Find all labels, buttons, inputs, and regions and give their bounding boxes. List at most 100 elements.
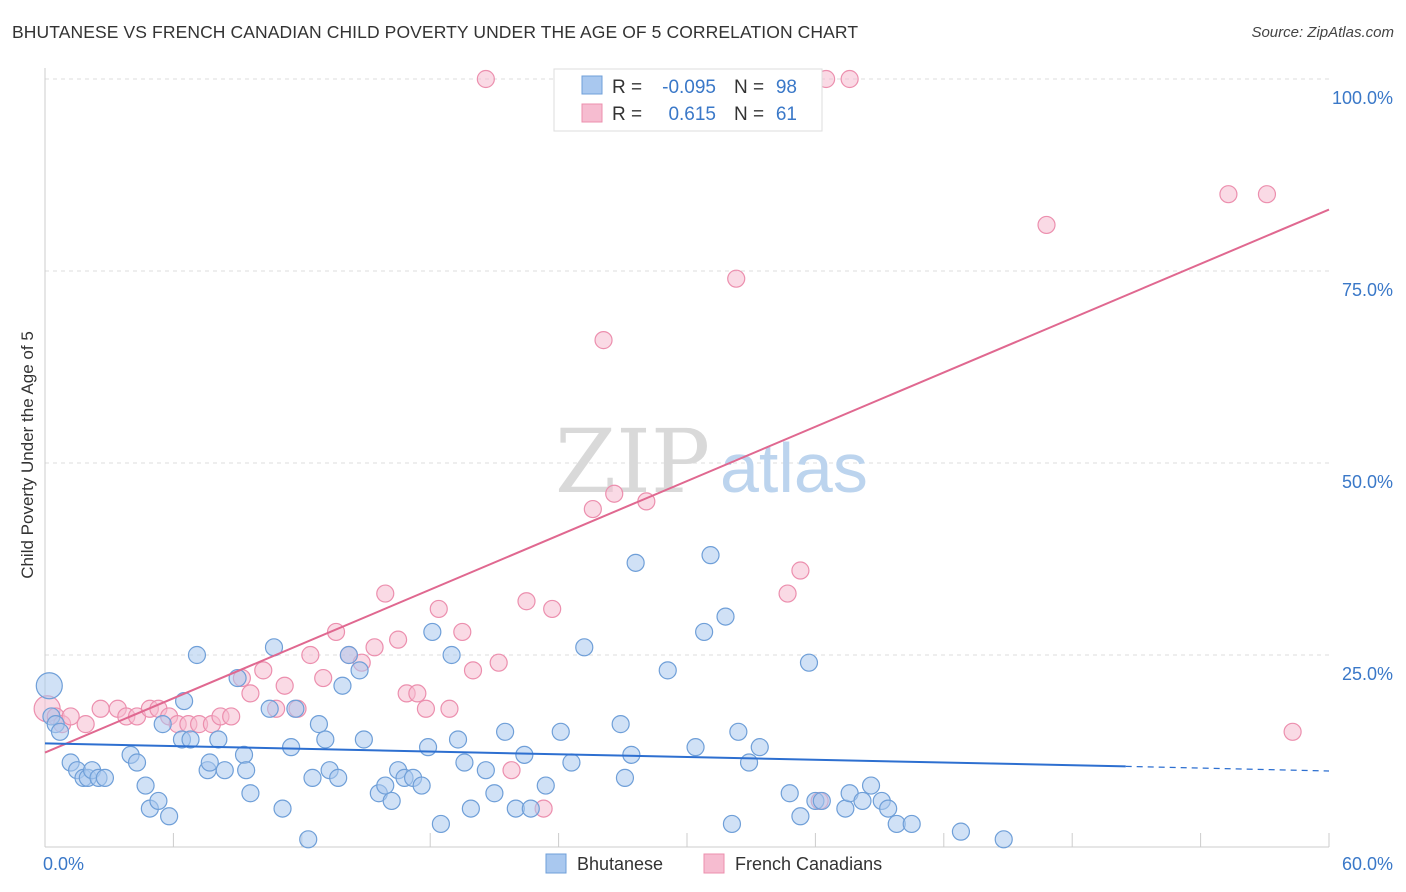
bhutanese-point-69 (611, 715, 630, 734)
french-canadians-point-54 (840, 69, 859, 89)
x-tick-labels: 0.0% 60.0% (43, 854, 1393, 874)
y-tick-label-3: 25.0% (1342, 664, 1393, 684)
bhutanese-point-29 (241, 784, 260, 803)
bhutanese-point-27 (234, 745, 254, 764)
bottom-legend-swatch-french-canadians (703, 853, 725, 874)
bhutanese-point-30 (260, 699, 279, 718)
french-canadians-point-22 (275, 676, 294, 695)
legend-box: R = -0.095 N = 98 R = 0.615 N = 61 (553, 68, 823, 132)
bhutanese-point-70 (615, 768, 635, 787)
french-canadians-point-25 (314, 668, 333, 688)
bhutanese-point-10 (95, 768, 115, 787)
chart-title: BHUTANESE VS FRENCH CANADIAN CHILD POVER… (12, 22, 859, 42)
french-canadians-point-19 (241, 684, 260, 703)
bhutanese-point-68 (575, 638, 594, 657)
french-canadians-point-24 (301, 645, 320, 665)
french-canadians-point-4 (76, 715, 95, 734)
bhutanese-trend-extension (1125, 765, 1330, 772)
gridlines (45, 78, 1329, 656)
bhutanese-point-25 (215, 761, 234, 780)
bhutanese-point-76 (701, 546, 720, 565)
french-canadians-point-17 (222, 707, 241, 726)
watermark: ZIP atlas (555, 410, 868, 513)
french-canadians-point-41 (502, 761, 521, 780)
french-canadians-point-3 (61, 707, 80, 726)
bhutanese-points (35, 546, 1013, 849)
bhutanese-point-65 (536, 776, 555, 795)
bhutanese-point-44 (354, 730, 373, 749)
bhutanese-point-75 (695, 622, 714, 642)
french-canadians-point-38 (463, 661, 483, 680)
bhutanese-point-40 (329, 768, 348, 787)
legend-r-label-1: R = (612, 77, 642, 98)
bhutanese-point-82 (780, 784, 799, 803)
bhutanese-point-52 (418, 738, 438, 757)
bhutanese-point-17 (153, 715, 172, 734)
bhutanese-point-83 (791, 807, 810, 826)
bhutanese-point-0 (35, 672, 63, 700)
legend-r-value-1: -0.095 (662, 77, 716, 98)
bhutanese-point-78 (729, 722, 748, 741)
french-canadians-point-20 (254, 661, 273, 680)
french-canadians-point-34 (416, 699, 436, 718)
bhutanese-point-47 (382, 791, 401, 811)
legend-n-value-2: 61 (776, 104, 797, 125)
french-canadians-point-58 (1257, 185, 1277, 204)
bhutanese-point-59 (476, 761, 495, 780)
bhutanese-point-18 (175, 691, 194, 711)
french-canadians-point-37 (453, 622, 472, 642)
bhutanese-point-20 (181, 730, 200, 749)
bottom-legend-french-canadians: French Canadians (735, 854, 882, 874)
bhutanese-point-24 (209, 730, 228, 749)
bhutanese-point-38 (316, 730, 335, 749)
bhutanese-point-72 (626, 553, 645, 572)
bhutanese-point-63 (515, 745, 534, 764)
bhutanese-point-95 (951, 822, 971, 841)
french-canadians-points (33, 69, 1302, 818)
french-canadians-point-42 (517, 592, 536, 611)
y-tick-labels: 100.0% 75.0% 50.0% 25.0% (1332, 88, 1393, 684)
french-canadians-point-45 (583, 499, 602, 519)
bhutanese-point-89 (853, 791, 872, 811)
x-tick-label-0: 0.0% (43, 854, 84, 874)
bhutanese-point-79 (722, 814, 742, 834)
bhutanese-point-86 (812, 791, 831, 811)
bhutanese-point-58 (461, 799, 480, 818)
bottom-legend-bhutanese: Bhutanese (577, 854, 663, 874)
french-canadians-point-46 (594, 331, 613, 350)
french-canadians-point-57 (1219, 185, 1238, 204)
bottom-legend: Bhutanese French Canadians (545, 853, 882, 874)
legend-n-label-2: N = (734, 104, 764, 125)
french-canadians-point-51 (778, 584, 797, 603)
bhutanese-point-12 (127, 753, 147, 772)
bhutanese-point-73 (658, 661, 677, 680)
french-canadians-point-59 (1283, 722, 1302, 741)
french-canadians-point-44 (543, 599, 562, 619)
bhutanese-point-21 (187, 645, 207, 665)
french-canadians-point-36 (440, 699, 459, 718)
bhutanese-point-67 (562, 753, 581, 772)
bhutanese-point-55 (442, 645, 461, 665)
bhutanese-point-94 (902, 814, 921, 834)
bhutanese-point-84 (799, 653, 819, 672)
bhutanese-point-74 (686, 738, 705, 757)
french-canadians-point-5 (91, 699, 110, 718)
bhutanese-point-56 (448, 730, 468, 749)
y-tick-label-2: 50.0% (1342, 472, 1393, 492)
french-canadians-point-56 (1037, 215, 1056, 235)
watermark-atlas: atlas (720, 429, 868, 507)
bhutanese-point-92 (879, 799, 898, 818)
french-canadians-point-33 (408, 684, 427, 703)
bhutanese-point-3 (50, 722, 70, 741)
bhutanese-point-53 (423, 622, 442, 642)
french-canadians-point-30 (376, 584, 395, 603)
bhutanese-point-23 (200, 753, 219, 772)
bhutanese-point-96 (994, 830, 1013, 849)
legend-n-value-1: 98 (776, 77, 797, 98)
bhutanese-point-43 (350, 661, 369, 680)
bhutanese-point-57 (455, 753, 474, 772)
source-label: Source: ZipAtlas.com (1251, 24, 1394, 41)
french-canadians-point-47 (605, 484, 624, 503)
bhutanese-point-80 (739, 753, 759, 772)
